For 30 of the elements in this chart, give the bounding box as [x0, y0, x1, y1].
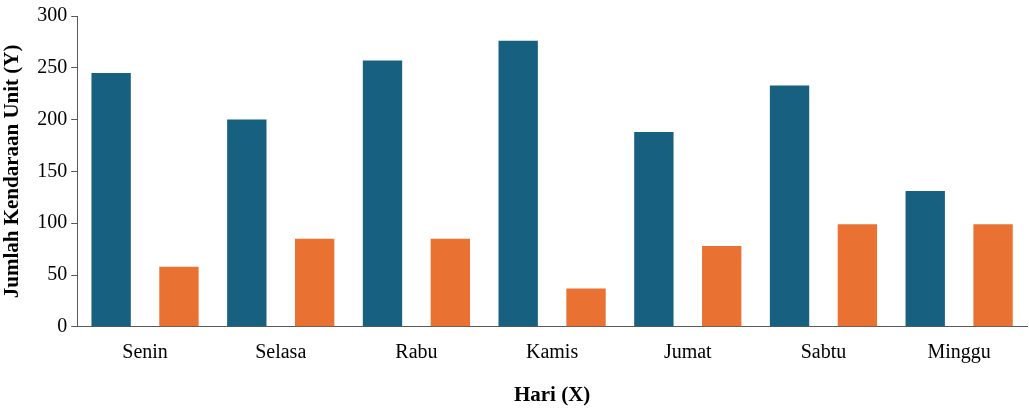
bar	[702, 245, 742, 327]
x-tick-label: Rabu	[395, 340, 438, 363]
y-tick-label: 100	[37, 210, 68, 233]
y-tick-label: 300	[37, 3, 68, 26]
y-tick-label: 200	[37, 106, 68, 129]
bar	[905, 191, 945, 327]
y-axis-title: Jumlah Kendaraan Unit (Y)	[0, 44, 24, 299]
x-tick-label: Kamis	[525, 340, 579, 363]
bar	[159, 266, 199, 327]
y-tick-label: 50	[47, 262, 68, 285]
bar	[973, 224, 1013, 327]
x-axis-title: Hari (X)	[513, 381, 591, 406]
bar	[91, 72, 131, 327]
x-tick-label: Sabtu	[800, 340, 847, 363]
bar	[227, 119, 267, 327]
bar	[566, 288, 606, 327]
x-tick-label: Jumat	[663, 340, 713, 363]
y-tick-label: 150	[37, 158, 68, 181]
y-tick-label: 0	[57, 314, 68, 337]
bar	[294, 238, 335, 327]
x-tick-label: Senin	[122, 340, 168, 363]
x-tick-label: Minggu	[927, 340, 991, 364]
bar	[634, 132, 674, 327]
bar	[837, 224, 878, 327]
x-tick-label: Selasa	[255, 340, 307, 363]
bar	[769, 85, 810, 327]
bar	[498, 40, 538, 327]
y-tick-label: 250	[37, 55, 68, 78]
bar	[430, 238, 471, 327]
bar	[362, 60, 403, 327]
